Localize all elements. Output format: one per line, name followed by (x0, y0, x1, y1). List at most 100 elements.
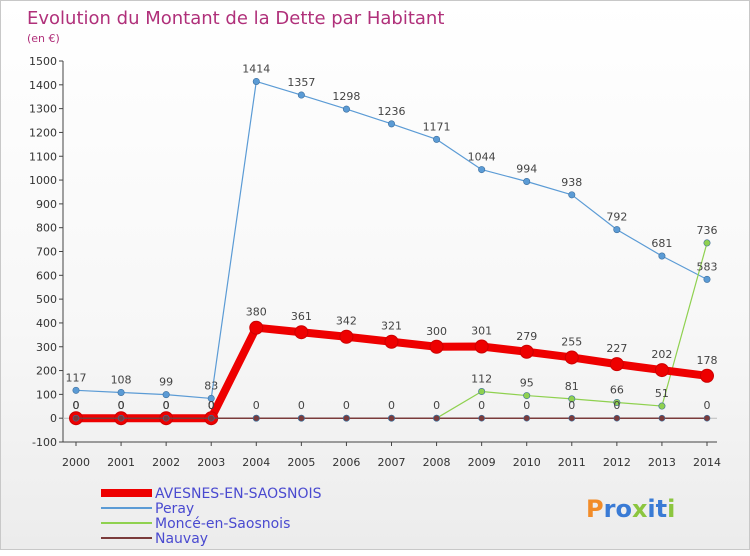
logo-letter: i (667, 495, 675, 523)
x-tick-label: 2005 (287, 456, 315, 469)
x-tick-label: 2007 (378, 456, 406, 469)
data-point-Peray (523, 177, 531, 185)
data-label-AVESNES-EN-SAOSNOIS: 300 (426, 325, 447, 338)
data-label-Moncé-en-Saosnois: 0 (118, 399, 125, 412)
data-point-AVESNES-EN-SAOSNOIS (474, 339, 489, 354)
data-point-Peray (297, 91, 305, 99)
data-label-Peray: 108 (111, 373, 132, 386)
logo-text: Proxiti (586, 495, 675, 523)
y-tick-label: 600 (36, 269, 57, 282)
data-label-AVESNES-EN-SAOSNOIS: 301 (471, 325, 492, 338)
data-point-AVESNES-EN-SAOSNOIS (429, 339, 444, 354)
data-label-Nauvay: 0 (253, 399, 260, 412)
data-point-AVESNES-EN-SAOSNOIS (519, 344, 534, 359)
data-label-Nauvay: 0 (208, 399, 215, 412)
data-label-Moncé-en-Saosnois: 66 (610, 383, 624, 396)
data-labels: 0 0 0 0 380 361 342 321 300 301 279 255 227 202 178 117… (66, 62, 718, 412)
x-tick-label: 2003 (197, 456, 225, 469)
legend: AVESNES-EN-SAOSNOISPerayMoncé-en-Saosnoi… (101, 486, 322, 547)
data-point-Peray (387, 120, 395, 128)
data-point-AVESNES-EN-SAOSNOIS (249, 320, 264, 335)
data-label-Nauvay: 0 (298, 399, 305, 412)
data-point-Peray (207, 394, 215, 402)
x-tick-label: 2012 (603, 456, 631, 469)
x-tick-label: 2004 (242, 456, 270, 469)
data-label-Moncé-en-Saosnois: 0 (73, 399, 80, 412)
data-label-Nauvay: 0 (523, 399, 530, 412)
data-point-Nauvay (343, 414, 350, 422)
data-point-Peray (568, 191, 576, 199)
data-point-Nauvay (568, 414, 576, 422)
data-label-AVESNES-EN-SAOSNOIS: 342 (336, 315, 357, 328)
data-point-Nauvay (252, 414, 260, 422)
data-point-Peray (72, 386, 80, 394)
data-label-Nauvay: 0 (118, 399, 125, 412)
data-label-Moncé-en-Saosnois: 0 (208, 399, 215, 412)
data-label-AVESNES-EN-SAOSNOIS: 255 (561, 335, 582, 348)
data-label-Nauvay: 0 (163, 399, 170, 412)
y-tick-label: 700 (36, 246, 57, 259)
data-label-AVESNES-EN-SAOSNOIS: 227 (606, 342, 627, 355)
x-tick-label: 2000 (62, 456, 90, 469)
data-point-Peray (658, 252, 666, 260)
data-label-Peray: 1357 (287, 76, 315, 89)
data-label-AVESNES-EN-SAOSNOIS: 0 (208, 399, 215, 412)
data-label-AVESNES-EN-SAOSNOIS: 279 (516, 330, 537, 343)
data-point-Nauvay (613, 414, 621, 422)
data-label-Peray: 938 (561, 176, 582, 189)
data-point-Nauvay (388, 414, 395, 422)
data-label-Moncé-en-Saosnois: 112 (471, 373, 492, 386)
data-label-Moncé-en-Saosnois: 51 (655, 387, 669, 400)
data-point-Nauvay (478, 414, 485, 422)
data-point-Peray (433, 135, 441, 143)
y-tick-label: 0 (50, 412, 57, 425)
data-label-Peray: 83 (204, 379, 218, 392)
data-label-AVESNES-EN-SAOSNOIS: 321 (381, 320, 402, 333)
data-point-Peray (703, 275, 711, 283)
data-point-AVESNES-EN-SAOSNOIS (384, 334, 399, 349)
data-label-Nauvay: 0 (343, 399, 350, 412)
data-point-AVESNES-EN-SAOSNOIS (609, 357, 624, 372)
y-tick-label: 800 (36, 222, 57, 235)
data-label-Moncé-en-Saosnois: 736 (697, 224, 718, 237)
legend-label-Peray: Peray (155, 501, 194, 517)
logo-letter: x (632, 495, 648, 523)
data-point-Peray (478, 166, 486, 174)
logo-letter: r (604, 495, 616, 523)
data-point-AVESNES-EN-SAOSNOIS (294, 325, 309, 340)
data-label-Nauvay: 0 (568, 399, 575, 412)
y-tick-label: 500 (36, 293, 57, 306)
data-label-AVESNES-EN-SAOSNOIS: 380 (246, 306, 267, 319)
data-point-AVESNES-EN-SAOSNOIS (654, 363, 669, 378)
data-label-Moncé-en-Saosnois: 95 (520, 377, 534, 390)
x-tick-label: 2001 (107, 456, 135, 469)
x-tick-label: 2010 (513, 456, 541, 469)
data-point-Peray (342, 105, 350, 113)
data-label-Nauvay: 0 (388, 399, 395, 412)
data-point-Moncé-en-Saosnois (523, 392, 531, 400)
data-point-AVESNES-EN-SAOSNOIS (700, 368, 714, 383)
y-tick-label: 1200 (29, 126, 57, 139)
data-label-AVESNES-EN-SAOSNOIS: 202 (651, 348, 672, 361)
data-point-Peray (252, 77, 260, 85)
y-tick-label: 400 (36, 317, 57, 330)
data-label-Nauvay: 0 (73, 399, 80, 412)
data-label-AVESNES-EN-SAOSNOIS: 0 (118, 399, 125, 412)
data-label-Peray: 1236 (378, 105, 406, 118)
data-label-AVESNES-EN-SAOSNOIS: 0 (163, 399, 170, 412)
series-layer (69, 77, 714, 426)
data-label-Peray: 1414 (242, 62, 270, 75)
data-label-Peray: 117 (66, 371, 87, 384)
y-tick-label: 1400 (29, 79, 57, 92)
data-label-Peray: 1298 (332, 90, 360, 103)
data-label-Moncé-en-Saosnois: 81 (565, 380, 579, 393)
data-label-Nauvay: 0 (704, 399, 711, 412)
y-tick-label: 1300 (29, 103, 57, 116)
logo-letter: i (647, 495, 655, 523)
data-point-Nauvay (523, 414, 531, 422)
data-label-Peray: 681 (651, 237, 672, 250)
data-label-Peray: 792 (606, 211, 627, 224)
data-label-Nauvay: 0 (478, 399, 485, 412)
